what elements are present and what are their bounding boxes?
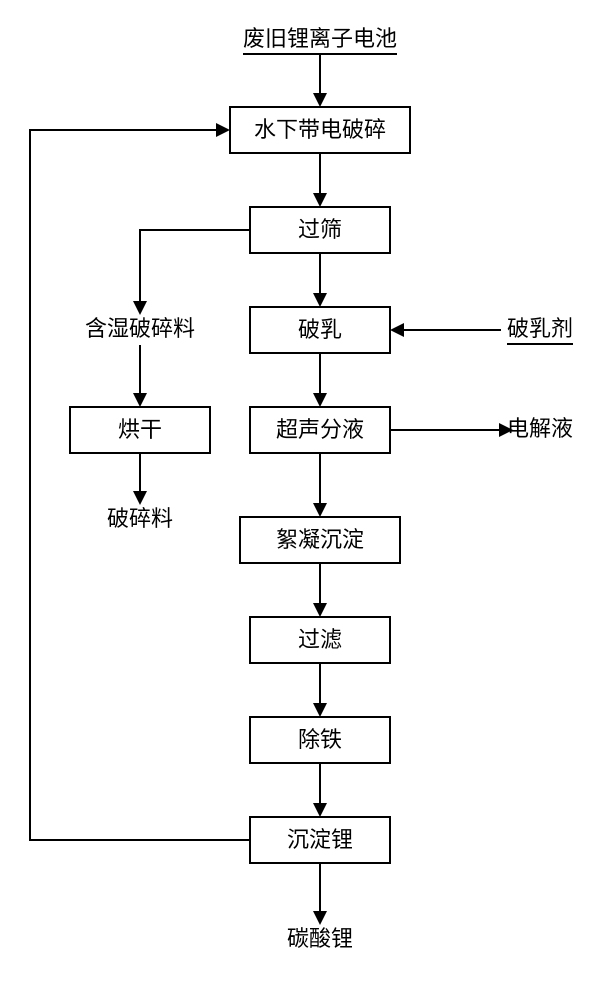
- flow-label-start: 废旧锂离子电池: [243, 26, 397, 51]
- flow-node-label-crush: 水下带电破碎: [254, 117, 386, 142]
- flowchart-diagram: 废旧锂离子电池水下带电破碎过筛含湿破碎料 破乳 破乳剂烘干 超声分液 电解液破碎料絮凝沉…: [0, 0, 604, 1000]
- flow-node-label-sieve: 过筛: [298, 217, 342, 242]
- flow-node-label-demul: 破乳: [298, 317, 342, 342]
- flow-node-label-ultra: 超声分液: [276, 417, 364, 442]
- flow-node-label-floc: 絮凝沉淀: [276, 527, 364, 552]
- flow-label-li2co3: 碳酸锂: [287, 926, 353, 951]
- flow-label-electrolyte: 电解液: [507, 416, 573, 441]
- flow-label-wet_label: 含湿破碎料: [85, 316, 195, 341]
- flow-label-crushed_out: 破碎料: [107, 506, 173, 531]
- flow-node-label-dry: 烘干: [118, 417, 162, 442]
- flow-label-demul_agent: 破乳剂: [507, 316, 573, 341]
- flow-node-label-precip_li: 沉淀锂: [287, 827, 353, 852]
- flow-node-label-filter: 过滤: [298, 627, 342, 652]
- flow-node-label-deiron: 除铁: [298, 727, 342, 752]
